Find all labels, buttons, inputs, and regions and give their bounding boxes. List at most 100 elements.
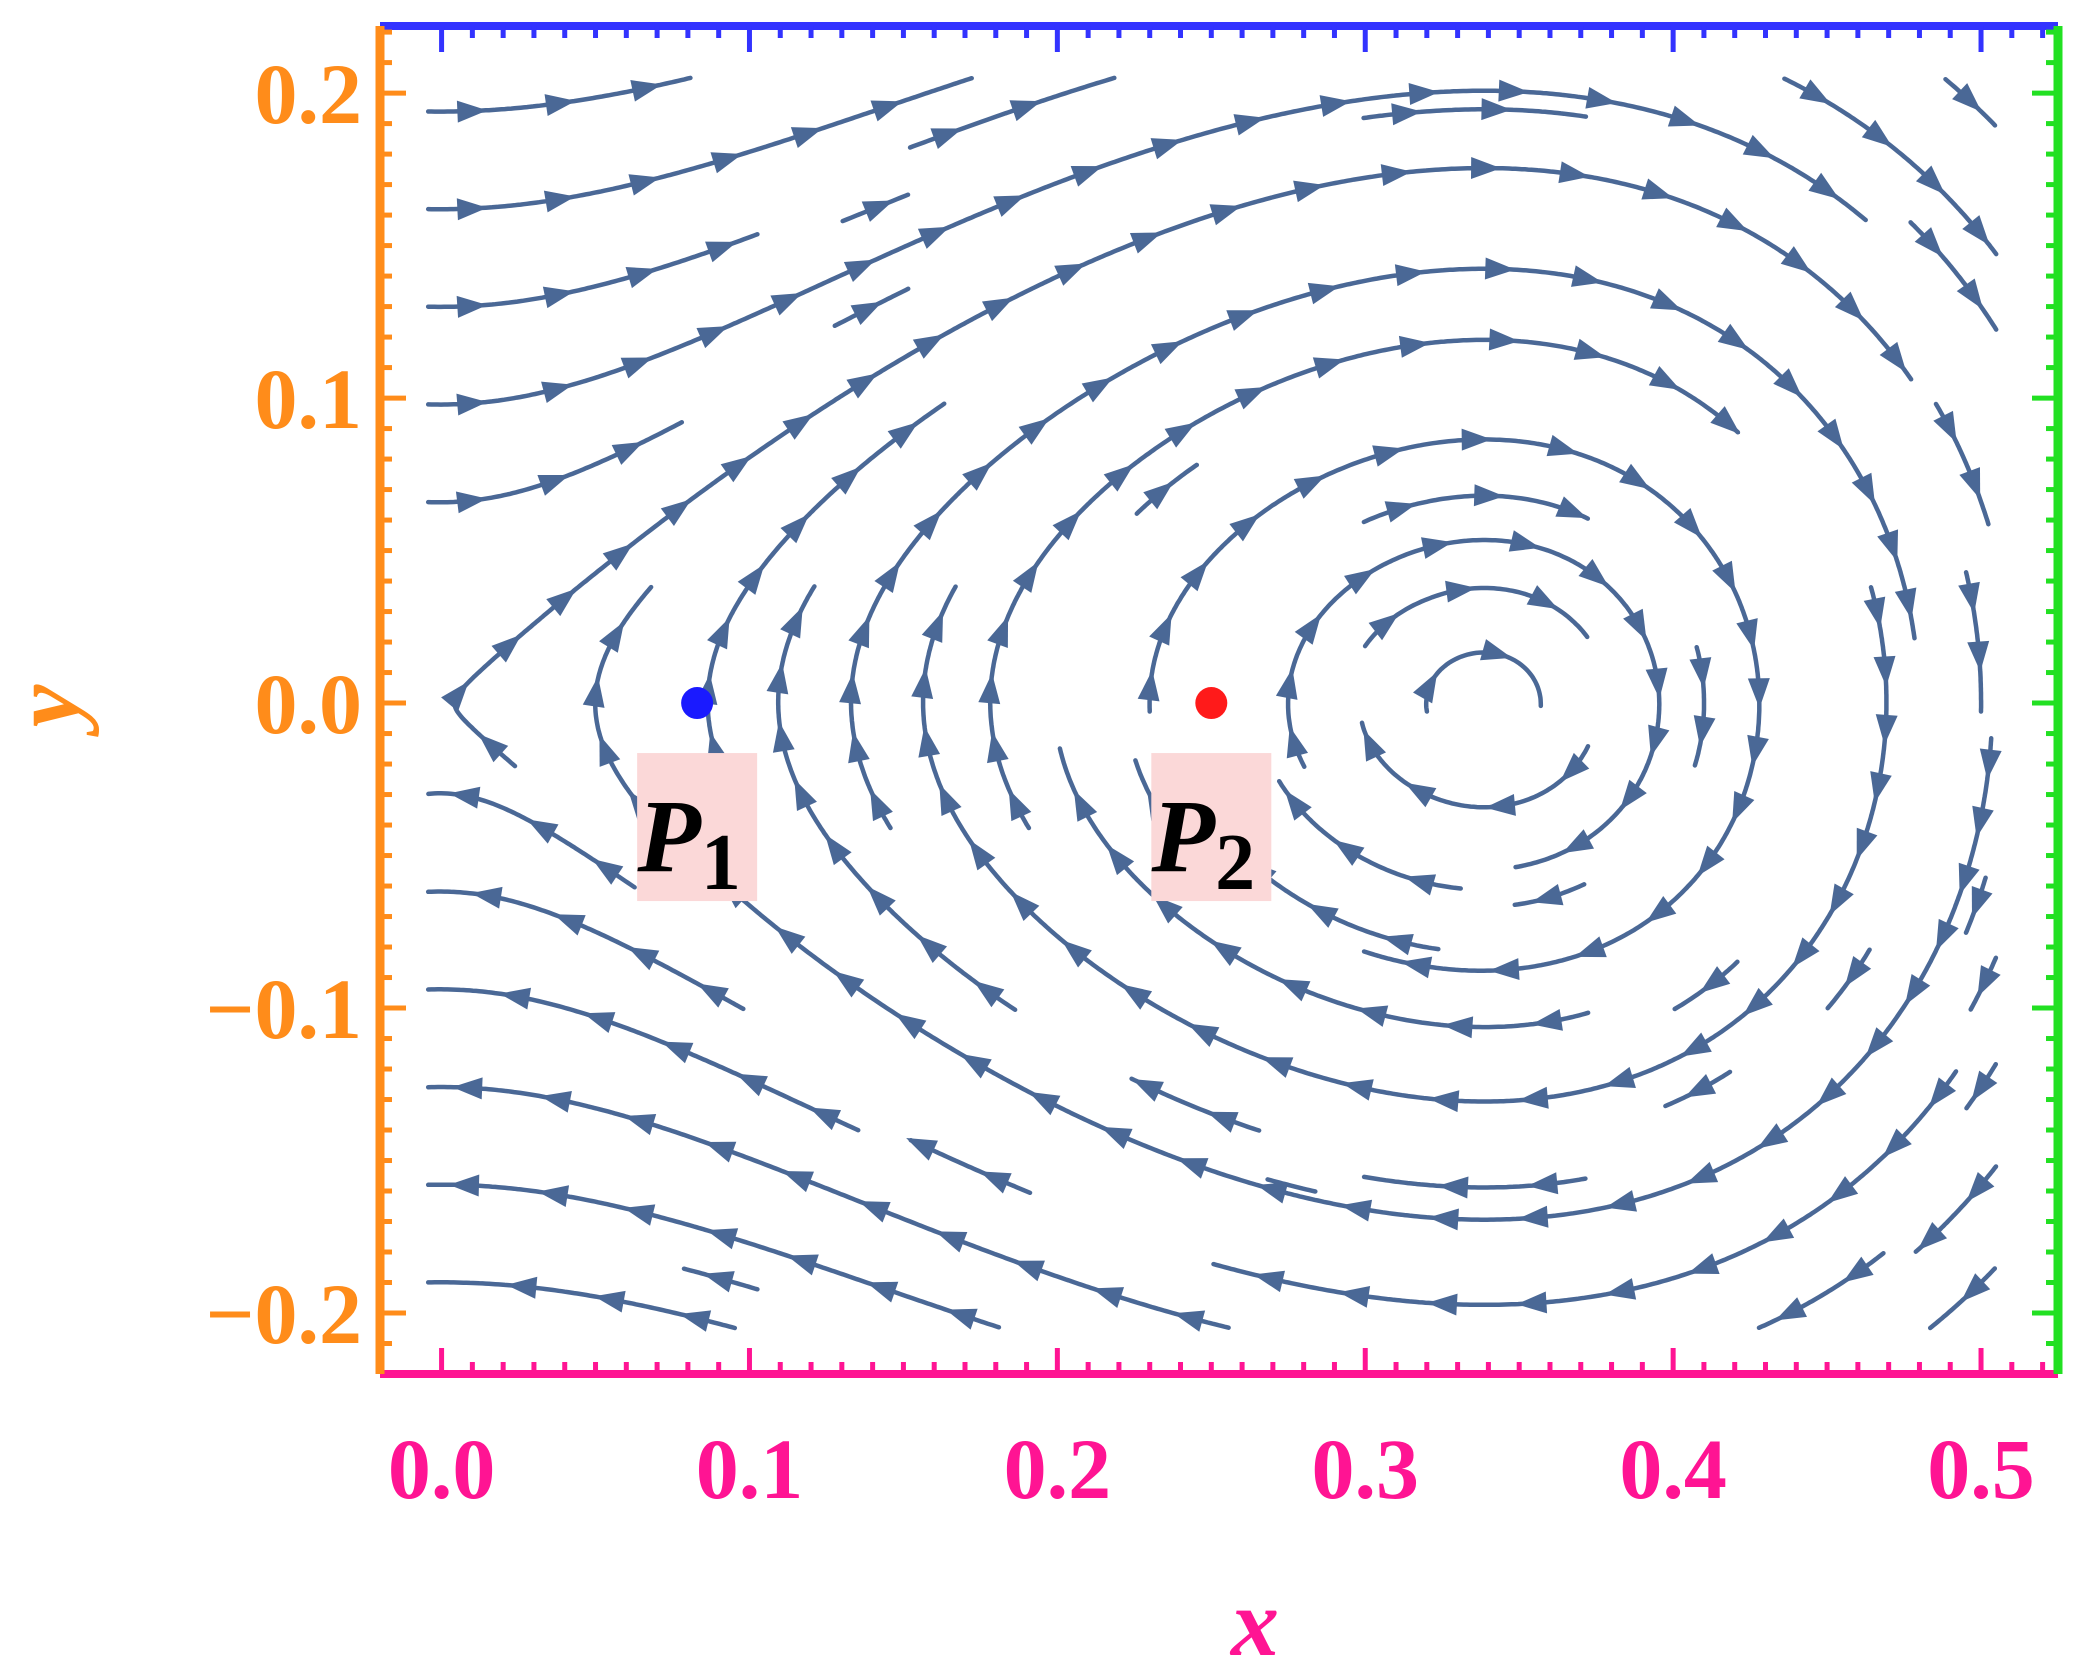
stream-arrowhead: [1762, 1218, 1795, 1243]
stream-arrowhead: [1817, 418, 1844, 450]
stream-arrowhead: [1757, 1123, 1789, 1149]
stream-arrowhead: [839, 673, 862, 705]
stream-arrowhead: [1442, 1016, 1474, 1039]
stream-arrowhead: [981, 297, 1014, 322]
streamline-30: [1265, 1177, 1318, 1194]
stream-arrowhead: [809, 1107, 842, 1131]
stream-arrowhead: [1498, 79, 1529, 102]
stream-arrowhead: [1100, 1126, 1133, 1149]
stream-arrowhead: [1736, 618, 1758, 650]
stream-arrowhead: [456, 100, 488, 123]
stream-arrowhead: [825, 834, 852, 866]
streamline-33: [1285, 537, 1662, 870]
fixed-points: P1 P2: [636, 687, 1272, 907]
stream-arrowhead: [478, 733, 509, 763]
stream-arrowhead: [1829, 883, 1854, 916]
stream-arrowhead: [1081, 377, 1114, 403]
stream-arrowhead: [1959, 467, 1981, 500]
stream-arrowhead: [1928, 1077, 1957, 1108]
stream-arrowhead: [1526, 585, 1559, 610]
stream-arrowhead: [661, 1041, 694, 1064]
stream-arrowhead: [620, 357, 653, 379]
stream-arrowhead: [794, 779, 817, 812]
stream-arrowhead: [1882, 1128, 1912, 1158]
stream-arrowhead: [599, 734, 621, 767]
x-tick-label: 0.5: [1927, 1421, 2035, 1517]
stream-arrowhead: [706, 1228, 739, 1250]
stream-arrowhead: [543, 190, 576, 213]
stream-arrowhead: [1368, 613, 1400, 641]
stream-arrowhead: [1971, 886, 1993, 918]
stream-arrowhead: [1623, 608, 1647, 641]
stream-arrowhead: [1009, 100, 1042, 122]
stream-arrowhead: [1977, 965, 2001, 997]
stream-arrowhead: [1799, 79, 1831, 104]
stream-arrowhead: [602, 543, 634, 571]
tick-labels: 0.0 0.1 0.2 0.3 0.4 0.5 0.2 0.1 0.0 −0.1 −0.2: [205, 46, 2034, 1517]
stream-arrowhead: [1428, 1208, 1459, 1231]
stream-arrowhead: [1645, 667, 1668, 699]
stream-arrowhead: [1879, 341, 1907, 373]
stream-arrowhead: [546, 588, 577, 617]
stream-arrowhead: [1808, 172, 1840, 200]
stream-arrowhead: [912, 334, 945, 359]
stream-arrowhead: [874, 561, 901, 593]
x-tick-label: 0.2: [1004, 1421, 1112, 1517]
stream-arrowhead: [542, 286, 575, 309]
stream-arrowhead: [1275, 668, 1298, 700]
stream-arrowhead: [870, 100, 903, 122]
stream-arrowhead: [1680, 1032, 1712, 1057]
stream-arrowhead: [1960, 1273, 1991, 1302]
stream-arrowhead: [1894, 587, 1917, 620]
stream-arrowhead: [1904, 973, 1931, 1006]
stream-arrowhead: [782, 1170, 814, 1193]
stream-arrowhead: [1710, 406, 1741, 435]
stream-arrowhead: [1206, 1111, 1239, 1133]
stream-arrowhead: [1180, 561, 1209, 592]
stream-arrowhead: [1176, 1158, 1209, 1179]
stream-arrowhead: [1294, 613, 1322, 645]
stream-arrowhead: [939, 784, 962, 816]
stream-arrowhead: [1648, 365, 1681, 390]
stream-arrowhead: [455, 491, 488, 514]
stream-arrowhead: [848, 731, 870, 764]
stream-arrowhead: [1558, 161, 1590, 184]
stream-arrowhead: [1648, 724, 1670, 757]
stream-arrowhead: [736, 1073, 768, 1097]
stream-arrowhead: [582, 676, 605, 708]
stream-arrowhead: [1619, 463, 1651, 490]
stream-arrowhead: [1437, 1176, 1469, 1199]
stream-arrowhead: [1687, 1253, 1720, 1274]
stream-arrowhead: [491, 634, 522, 663]
stream-arrowhead: [1856, 827, 1878, 860]
stream-arrowhead: [1684, 1074, 1717, 1098]
stream-arrowhead: [697, 983, 729, 1008]
stream-arrowhead: [1952, 83, 1982, 112]
stream-arrowhead: [780, 514, 810, 544]
y-tick-label: −0.1: [205, 961, 362, 1057]
stream-arrowhead: [913, 510, 942, 541]
stream-arrowhead: [1585, 86, 1617, 109]
point-label-2: P2: [1151, 779, 1256, 907]
stream-arrowhead: [540, 1091, 572, 1113]
stream-arrowhead: [1149, 613, 1172, 646]
stream-arrowhead: [1380, 164, 1412, 187]
stream-arrowhead: [1404, 782, 1437, 808]
stream-arrowhead: [960, 1053, 992, 1079]
stream-arrowhead: [1018, 418, 1050, 445]
stream-arrowhead: [679, 1310, 712, 1332]
stream-arrowhead: [1312, 357, 1345, 379]
stream-arrowhead: [628, 174, 661, 196]
stream-arrowhead: [544, 94, 576, 116]
stream-arrowhead: [1481, 98, 1512, 121]
stream-arrowhead: [1484, 257, 1516, 280]
y-axis-title: y: [0, 684, 99, 737]
stream-arrowhead: [1129, 232, 1162, 254]
stream-arrowhead: [1307, 903, 1339, 928]
y-tick-label: 0.2: [255, 46, 363, 142]
stream-arrowhead: [1132, 1079, 1164, 1102]
stream-arrowhead: [1917, 1222, 1948, 1251]
stream-arrowhead: [1517, 1086, 1549, 1109]
stream-arrowhead: [1143, 481, 1174, 510]
stream-arrowhead: [592, 858, 624, 885]
